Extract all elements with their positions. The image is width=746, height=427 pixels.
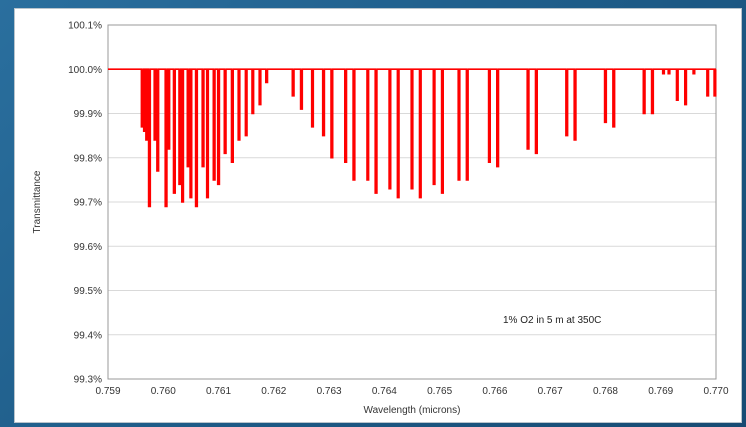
y-tick-label: 100.1% xyxy=(68,21,102,32)
x-tick-label: 0.770 xyxy=(703,386,728,397)
absorption-series xyxy=(108,68,717,208)
chart-frame: 100.1% 100.0% 99.9% 99.8% 99.7% 99.6% 99.5% 99.… xyxy=(14,8,742,423)
x-tick-label: 0.764 xyxy=(372,386,397,397)
x-tick-label: 0.760 xyxy=(151,386,176,397)
y-tick-label: 99.6% xyxy=(74,242,102,253)
transmittance-chart: 100.1% 100.0% 99.9% 99.8% 99.7% 99.6% 99.5% 99.… xyxy=(32,21,729,417)
x-tick-label: 0.762 xyxy=(261,386,286,397)
y-tick-label: 100.0% xyxy=(68,65,102,76)
y-axis-ticks: 100.1% 100.0% 99.9% 99.8% 99.7% 99.6% 99.5% 99.… xyxy=(68,21,102,386)
y-tick-label: 99.5% xyxy=(74,286,102,297)
x-tick-label: 0.767 xyxy=(538,386,563,397)
y-tick-label: 99.9% xyxy=(74,109,102,120)
x-tick-label: 0.759 xyxy=(95,386,120,397)
x-tick-label: 0.765 xyxy=(427,386,452,397)
y-tick-label: 99.3% xyxy=(74,375,102,386)
x-tick-label: 0.761 xyxy=(206,386,231,397)
y-tick-label: 99.7% xyxy=(74,198,102,209)
x-tick-label: 0.766 xyxy=(482,386,507,397)
x-tick-label: 0.768 xyxy=(593,386,618,397)
x-tick-label: 0.763 xyxy=(317,386,342,397)
plot-area xyxy=(107,24,717,380)
y-tick-label: 99.4% xyxy=(74,330,102,341)
y-tick-label: 99.8% xyxy=(74,153,102,164)
x-tick-label: 0.769 xyxy=(648,386,673,397)
x-axis-title: Wavelength (microns) xyxy=(364,405,461,416)
x-axis-ticks: 0.759 0.760 0.761 0.762 0.763 0.764 0.765 0.766… xyxy=(95,386,728,397)
y-axis-title: Transmittance xyxy=(32,170,43,233)
annotation-text: 1% O2 in 5 m at 350C xyxy=(503,315,601,326)
